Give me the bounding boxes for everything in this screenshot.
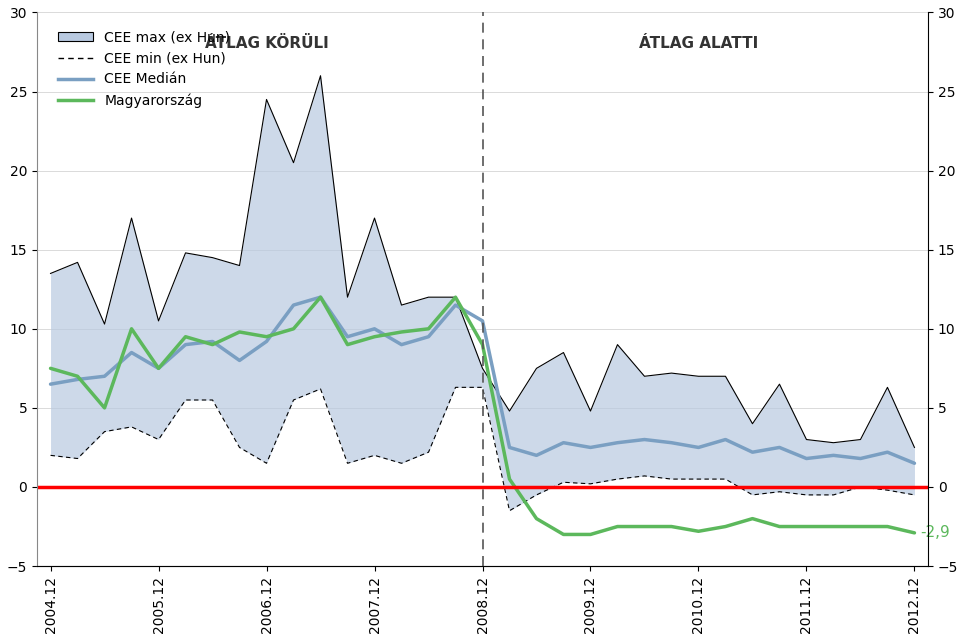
Text: ÁTLAG KÖRÜLI: ÁTLAG KÖRÜLI: [205, 36, 328, 51]
Text: ÁTLAG ALATTI: ÁTLAG ALATTI: [639, 36, 758, 51]
Legend: CEE max (ex Hun), CEE min (ex Hun), CEE Medián, Magyarország: CEE max (ex Hun), CEE min (ex Hun), CEE …: [53, 25, 235, 113]
Text: -2,9: -2,9: [920, 525, 950, 540]
